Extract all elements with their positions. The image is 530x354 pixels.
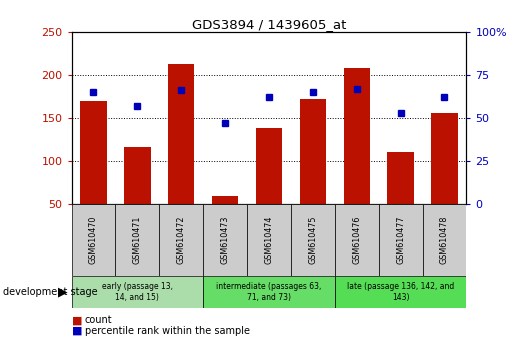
Bar bbox=[168, 64, 195, 204]
Text: late (passage 136, 142, and
143): late (passage 136, 142, and 143) bbox=[347, 282, 454, 302]
Bar bbox=[291, 204, 335, 276]
Bar bbox=[422, 204, 466, 276]
Bar bbox=[124, 147, 151, 204]
Bar bbox=[81, 101, 107, 204]
Bar bbox=[203, 204, 247, 276]
Text: GSM610474: GSM610474 bbox=[264, 216, 273, 264]
Bar bbox=[387, 152, 414, 204]
Text: early (passage 13,
14, and 15): early (passage 13, 14, and 15) bbox=[102, 282, 173, 302]
Text: GSM610476: GSM610476 bbox=[352, 216, 361, 264]
Bar bbox=[335, 204, 378, 276]
Text: GSM610475: GSM610475 bbox=[308, 216, 317, 264]
Bar bbox=[203, 276, 335, 308]
Title: GDS3894 / 1439605_at: GDS3894 / 1439605_at bbox=[192, 18, 346, 31]
Bar bbox=[160, 204, 203, 276]
Text: intermediate (passages 63,
71, and 73): intermediate (passages 63, 71, and 73) bbox=[216, 282, 322, 302]
Bar bbox=[299, 99, 326, 204]
Text: GSM610477: GSM610477 bbox=[396, 216, 405, 264]
Text: ■: ■ bbox=[72, 315, 82, 325]
Bar bbox=[256, 128, 282, 204]
Bar bbox=[335, 276, 466, 308]
Bar bbox=[247, 204, 291, 276]
Text: ▶: ▶ bbox=[58, 286, 67, 298]
Text: development stage: development stage bbox=[3, 287, 98, 297]
Text: GSM610472: GSM610472 bbox=[176, 216, 186, 264]
Bar bbox=[378, 204, 422, 276]
Bar bbox=[431, 113, 457, 204]
Text: GSM610470: GSM610470 bbox=[89, 216, 98, 264]
Bar bbox=[72, 204, 116, 276]
Text: ■: ■ bbox=[72, 326, 82, 336]
Bar bbox=[343, 68, 370, 204]
Text: GSM610473: GSM610473 bbox=[220, 216, 229, 264]
Text: GSM610478: GSM610478 bbox=[440, 216, 449, 264]
Text: GSM610471: GSM610471 bbox=[133, 216, 142, 264]
Bar bbox=[116, 204, 160, 276]
Bar bbox=[212, 196, 238, 204]
Text: count: count bbox=[85, 315, 112, 325]
Bar bbox=[72, 276, 203, 308]
Text: percentile rank within the sample: percentile rank within the sample bbox=[85, 326, 250, 336]
